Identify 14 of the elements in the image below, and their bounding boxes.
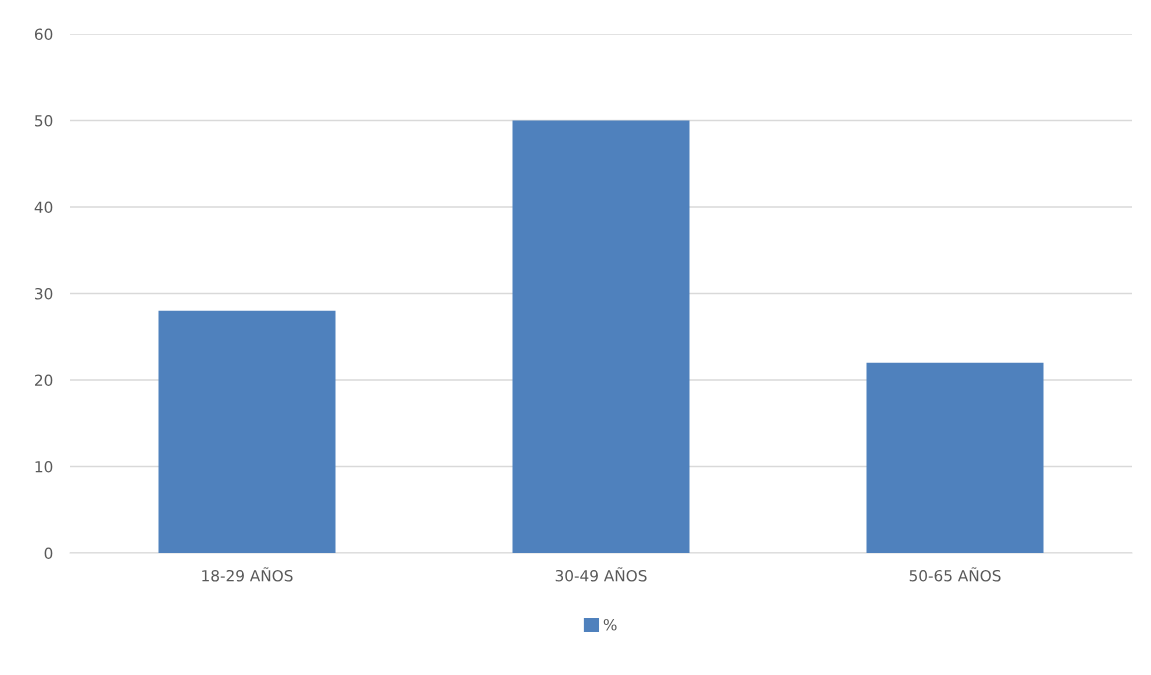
y-tick-label: 40	[34, 201, 53, 214]
y-tick-label: 60	[34, 28, 53, 41]
bar	[512, 120, 690, 553]
y-tick-label: 50	[35, 114, 53, 127]
y-tick-label: 0	[44, 547, 53, 560]
y-tick-label: 10	[35, 460, 53, 473]
legend-label: %	[603, 618, 617, 631]
y-tick-label: 30	[35, 287, 53, 300]
y-tick-label: 20	[35, 374, 53, 387]
bar	[158, 310, 336, 553]
x-tick-label: 50-65 AÑOS	[909, 567, 1001, 582]
x-tick-label: 18-29 AÑOS	[202, 567, 293, 582]
bar	[866, 362, 1044, 553]
x-tick-label: 30-49 AÑOS	[555, 567, 647, 582]
